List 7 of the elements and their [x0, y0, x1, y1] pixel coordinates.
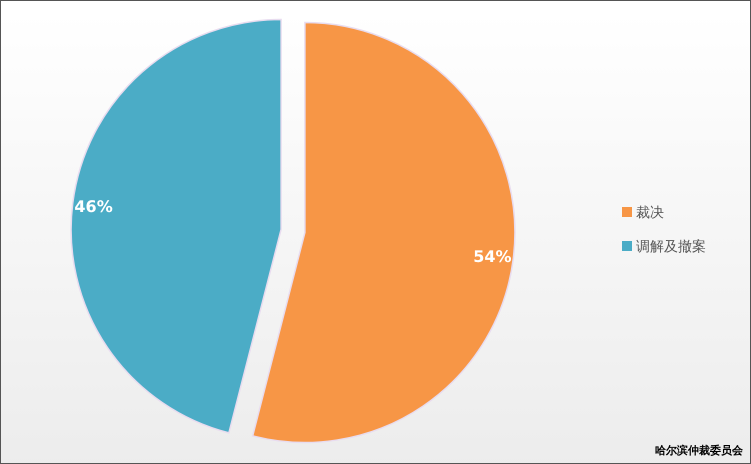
data-label: 46% — [74, 196, 113, 216]
text: 哈尔滨仲裁委员会 — [655, 444, 744, 457]
legend: 裁决 调解及撤案 — [622, 205, 706, 255]
slice-label: 裁决 — [636, 205, 664, 221]
pie: 54% 46% — [70, 18, 516, 444]
legend-label: 调解及撤案 — [636, 238, 706, 255]
data-label: 54% — [473, 247, 512, 266]
